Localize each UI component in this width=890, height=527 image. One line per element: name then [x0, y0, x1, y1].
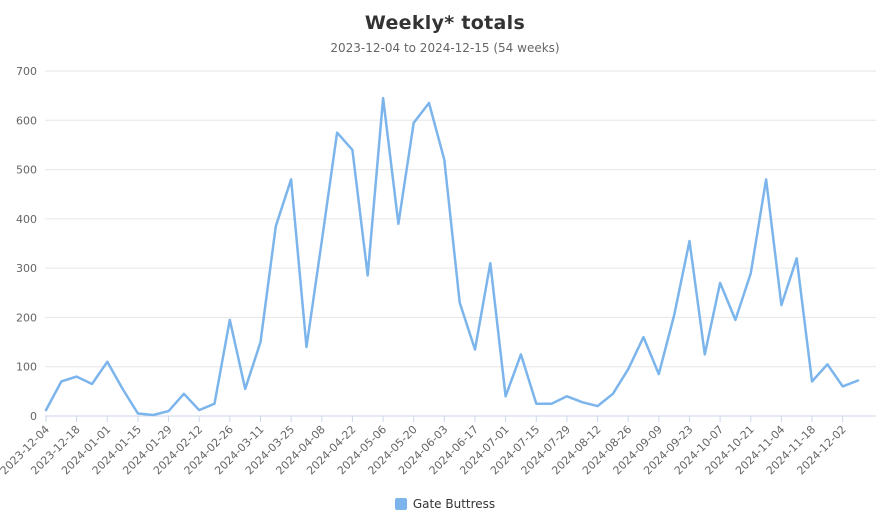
chart-title: Weekly* totals [364, 12, 526, 34]
legend-item-gate-buttress[interactable]: Gate Buttress [394, 497, 496, 511]
y-axis-label: 100 [16, 361, 37, 374]
chart-header: Weekly* totals 2023-12-04 to 2024-12-15 … [0, 12, 890, 55]
y-axis-label: 200 [16, 311, 37, 324]
legend: Gate Buttress [0, 497, 890, 511]
y-axis-label: 300 [16, 262, 37, 275]
chart-subtitle: 2023-12-04 to 2024-12-15 (54 weeks) [330, 41, 560, 55]
y-axis-label: 700 [16, 65, 37, 78]
legend-label: Gate Buttress [412, 497, 496, 511]
series-line-gate-buttress[interactable] [44, 96, 860, 417]
y-axis-label: 0 [30, 410, 37, 423]
y-axis-label: 400 [16, 213, 37, 226]
y-axis-label: 500 [16, 164, 37, 177]
legend-swatch-icon [394, 498, 407, 510]
y-axis-label: 600 [16, 114, 37, 127]
